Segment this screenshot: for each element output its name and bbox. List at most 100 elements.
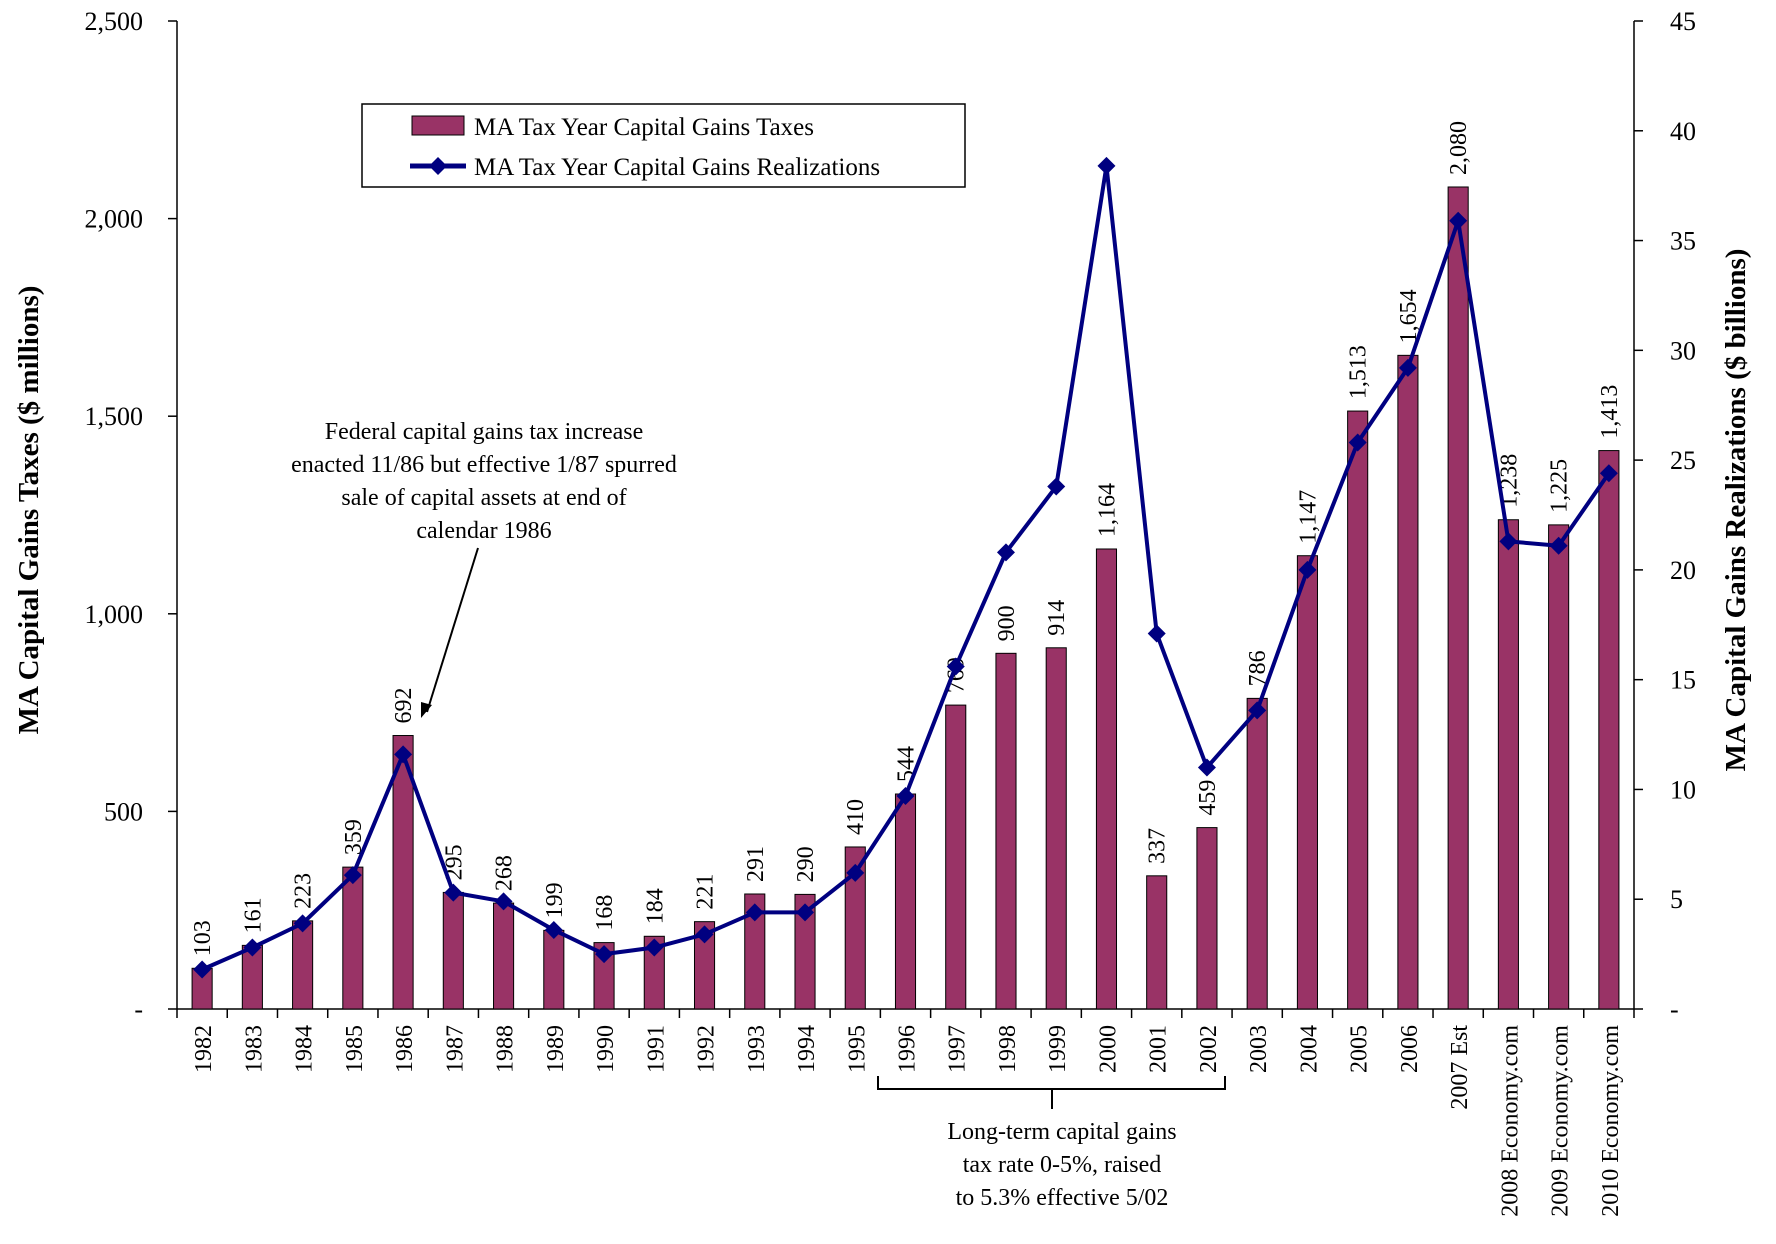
legend-bar-swatch bbox=[411, 115, 465, 136]
realizations-point bbox=[1348, 433, 1367, 452]
bar-data-label: 1,147 bbox=[1295, 490, 1321, 544]
realizations-point bbox=[1599, 464, 1618, 483]
bar-data-label: 692 bbox=[391, 688, 417, 724]
left-axis-title: MA Capital Gains Taxes ($ millions) bbox=[13, 286, 45, 735]
annotation-longterm-line-3: to 5.3% effective 5/02 bbox=[956, 1185, 1169, 1211]
annotation-federal-line-4: calendar 1986 bbox=[416, 518, 551, 544]
realizations-point bbox=[695, 925, 714, 944]
category-label: 1984 bbox=[292, 1025, 318, 1073]
bar bbox=[744, 893, 766, 1010]
realizations-point bbox=[1549, 536, 1568, 555]
realizations-point bbox=[544, 920, 563, 939]
bar-data-label: 337 bbox=[1145, 828, 1171, 864]
annotation-federal-line-2: enacted 11/86 but effective 1/87 spurred bbox=[291, 452, 677, 478]
bar bbox=[1045, 647, 1067, 1010]
bar bbox=[593, 942, 615, 1010]
bar-data-label: 1,225 bbox=[1547, 459, 1573, 513]
realizations-point bbox=[1499, 532, 1518, 551]
realizations-point bbox=[293, 914, 312, 933]
bar bbox=[392, 735, 414, 1010]
left-axis-tick-label: - bbox=[134, 995, 143, 1024]
right-axis-tick-label: 10 bbox=[1670, 775, 1696, 804]
bar-data-label: 291 bbox=[743, 846, 769, 882]
bar bbox=[1296, 555, 1318, 1010]
right-axis-tick-label: 40 bbox=[1670, 117, 1696, 146]
legend-label-realizations: MA Tax Year Capital Gains Realizations bbox=[474, 154, 880, 181]
bar-data-label: 161 bbox=[240, 897, 266, 933]
category-label: 1989 bbox=[543, 1025, 569, 1073]
bar-data-label: 914 bbox=[1044, 600, 1070, 636]
annotation-federal-tax: Federal capital gains tax increase enact… bbox=[291, 419, 677, 718]
right-axis-tick-label: 45 bbox=[1670, 7, 1696, 36]
annotation-bracket bbox=[877, 1076, 1226, 1090]
annotation-longterm-line-1: Long-term capital gains bbox=[947, 1119, 1176, 1145]
bar-data-label: 223 bbox=[291, 873, 317, 909]
bar-data-label: 1,413 bbox=[1597, 385, 1623, 439]
bar bbox=[1397, 354, 1419, 1010]
bar bbox=[1447, 186, 1469, 1010]
bar bbox=[894, 793, 917, 1010]
bar-data-label: 1,513 bbox=[1346, 345, 1372, 399]
category-label: 2010 Economy.com bbox=[1598, 1025, 1624, 1217]
bar-data-label: 544 bbox=[894, 746, 920, 782]
realizations-point bbox=[494, 892, 513, 911]
realizations-point bbox=[243, 938, 262, 957]
bar-data-label: 268 bbox=[492, 855, 518, 891]
realizations-point bbox=[1047, 477, 1066, 496]
realizations-point bbox=[1298, 560, 1317, 579]
realizations-point bbox=[1097, 156, 1116, 175]
realizations-point bbox=[394, 745, 413, 764]
category-label: 1996 bbox=[895, 1025, 921, 1073]
category-label: 2009 Economy.com bbox=[1548, 1025, 1574, 1217]
bar-data-label: 900 bbox=[994, 605, 1020, 641]
bar bbox=[1347, 410, 1369, 1010]
realizations-point bbox=[193, 960, 212, 979]
category-label: 2007 Est bbox=[1447, 1025, 1473, 1110]
category-label: 1994 bbox=[794, 1025, 820, 1073]
right-axis-tick-label: 30 bbox=[1670, 336, 1696, 365]
realizations-point bbox=[1398, 358, 1417, 377]
right-axis-title: MA Capital Gains Realizations ($ billion… bbox=[1720, 249, 1752, 772]
bar-data-label: 459 bbox=[1195, 780, 1221, 816]
bar bbox=[442, 891, 464, 1010]
annotation-long-term-rate: Long-term capital gains tax rate 0-5%, r… bbox=[877, 1076, 1226, 1211]
bar bbox=[342, 866, 364, 1010]
category-label: 1993 bbox=[744, 1025, 770, 1073]
realizations-point bbox=[846, 863, 865, 882]
right-axis-tick-label: 35 bbox=[1670, 227, 1696, 256]
right-axis: - 5 10 15 20 25 30 35 40 45 bbox=[1633, 7, 1696, 1024]
category-labels: 1982 1983 1984 1985 1986 1987 1988 1989 1990 1991… bbox=[191, 1025, 1624, 1217]
category-label: 2000 bbox=[1095, 1025, 1121, 1073]
left-axis-tick-label: 2,500 bbox=[85, 7, 144, 36]
bar bbox=[1548, 524, 1570, 1010]
bar-data-label: 168 bbox=[592, 895, 618, 931]
left-axis-tick-label: 500 bbox=[104, 797, 143, 826]
category-label: 2003 bbox=[1246, 1025, 1272, 1073]
bar bbox=[693, 921, 716, 1010]
bar bbox=[1598, 450, 1620, 1010]
bar bbox=[945, 704, 967, 1010]
annotation-arrow-shaft bbox=[426, 547, 479, 713]
realizations-point bbox=[595, 945, 614, 964]
annotation-federal-line-1: Federal capital gains tax increase bbox=[325, 419, 644, 445]
realizations-point bbox=[796, 903, 815, 922]
bar bbox=[1095, 548, 1118, 1010]
annotation-longterm-line-2: tax rate 0-5%, raised bbox=[963, 1152, 1162, 1178]
category-label: 2006 bbox=[1397, 1025, 1423, 1073]
right-axis-tick-label: 20 bbox=[1670, 556, 1696, 585]
category-label: 1992 bbox=[694, 1025, 720, 1073]
left-axis-tick-label: 2,000 bbox=[85, 205, 144, 234]
left-axis-tick-label: 1,000 bbox=[85, 600, 144, 629]
bar-data-label: 103 bbox=[190, 920, 216, 956]
category-label: 2002 bbox=[1196, 1025, 1222, 1073]
bar-data-label: 1,164 bbox=[1094, 483, 1120, 537]
bar-data-label: 2,080 bbox=[1446, 121, 1472, 175]
bar bbox=[995, 652, 1017, 1010]
bar-series bbox=[191, 186, 1620, 1010]
category-label: 1982 bbox=[191, 1025, 217, 1073]
bar-data-label: 221 bbox=[693, 874, 719, 910]
bar-data-label: 199 bbox=[542, 882, 568, 918]
realizations-point bbox=[343, 866, 362, 885]
category-label: 2001 bbox=[1146, 1025, 1172, 1073]
